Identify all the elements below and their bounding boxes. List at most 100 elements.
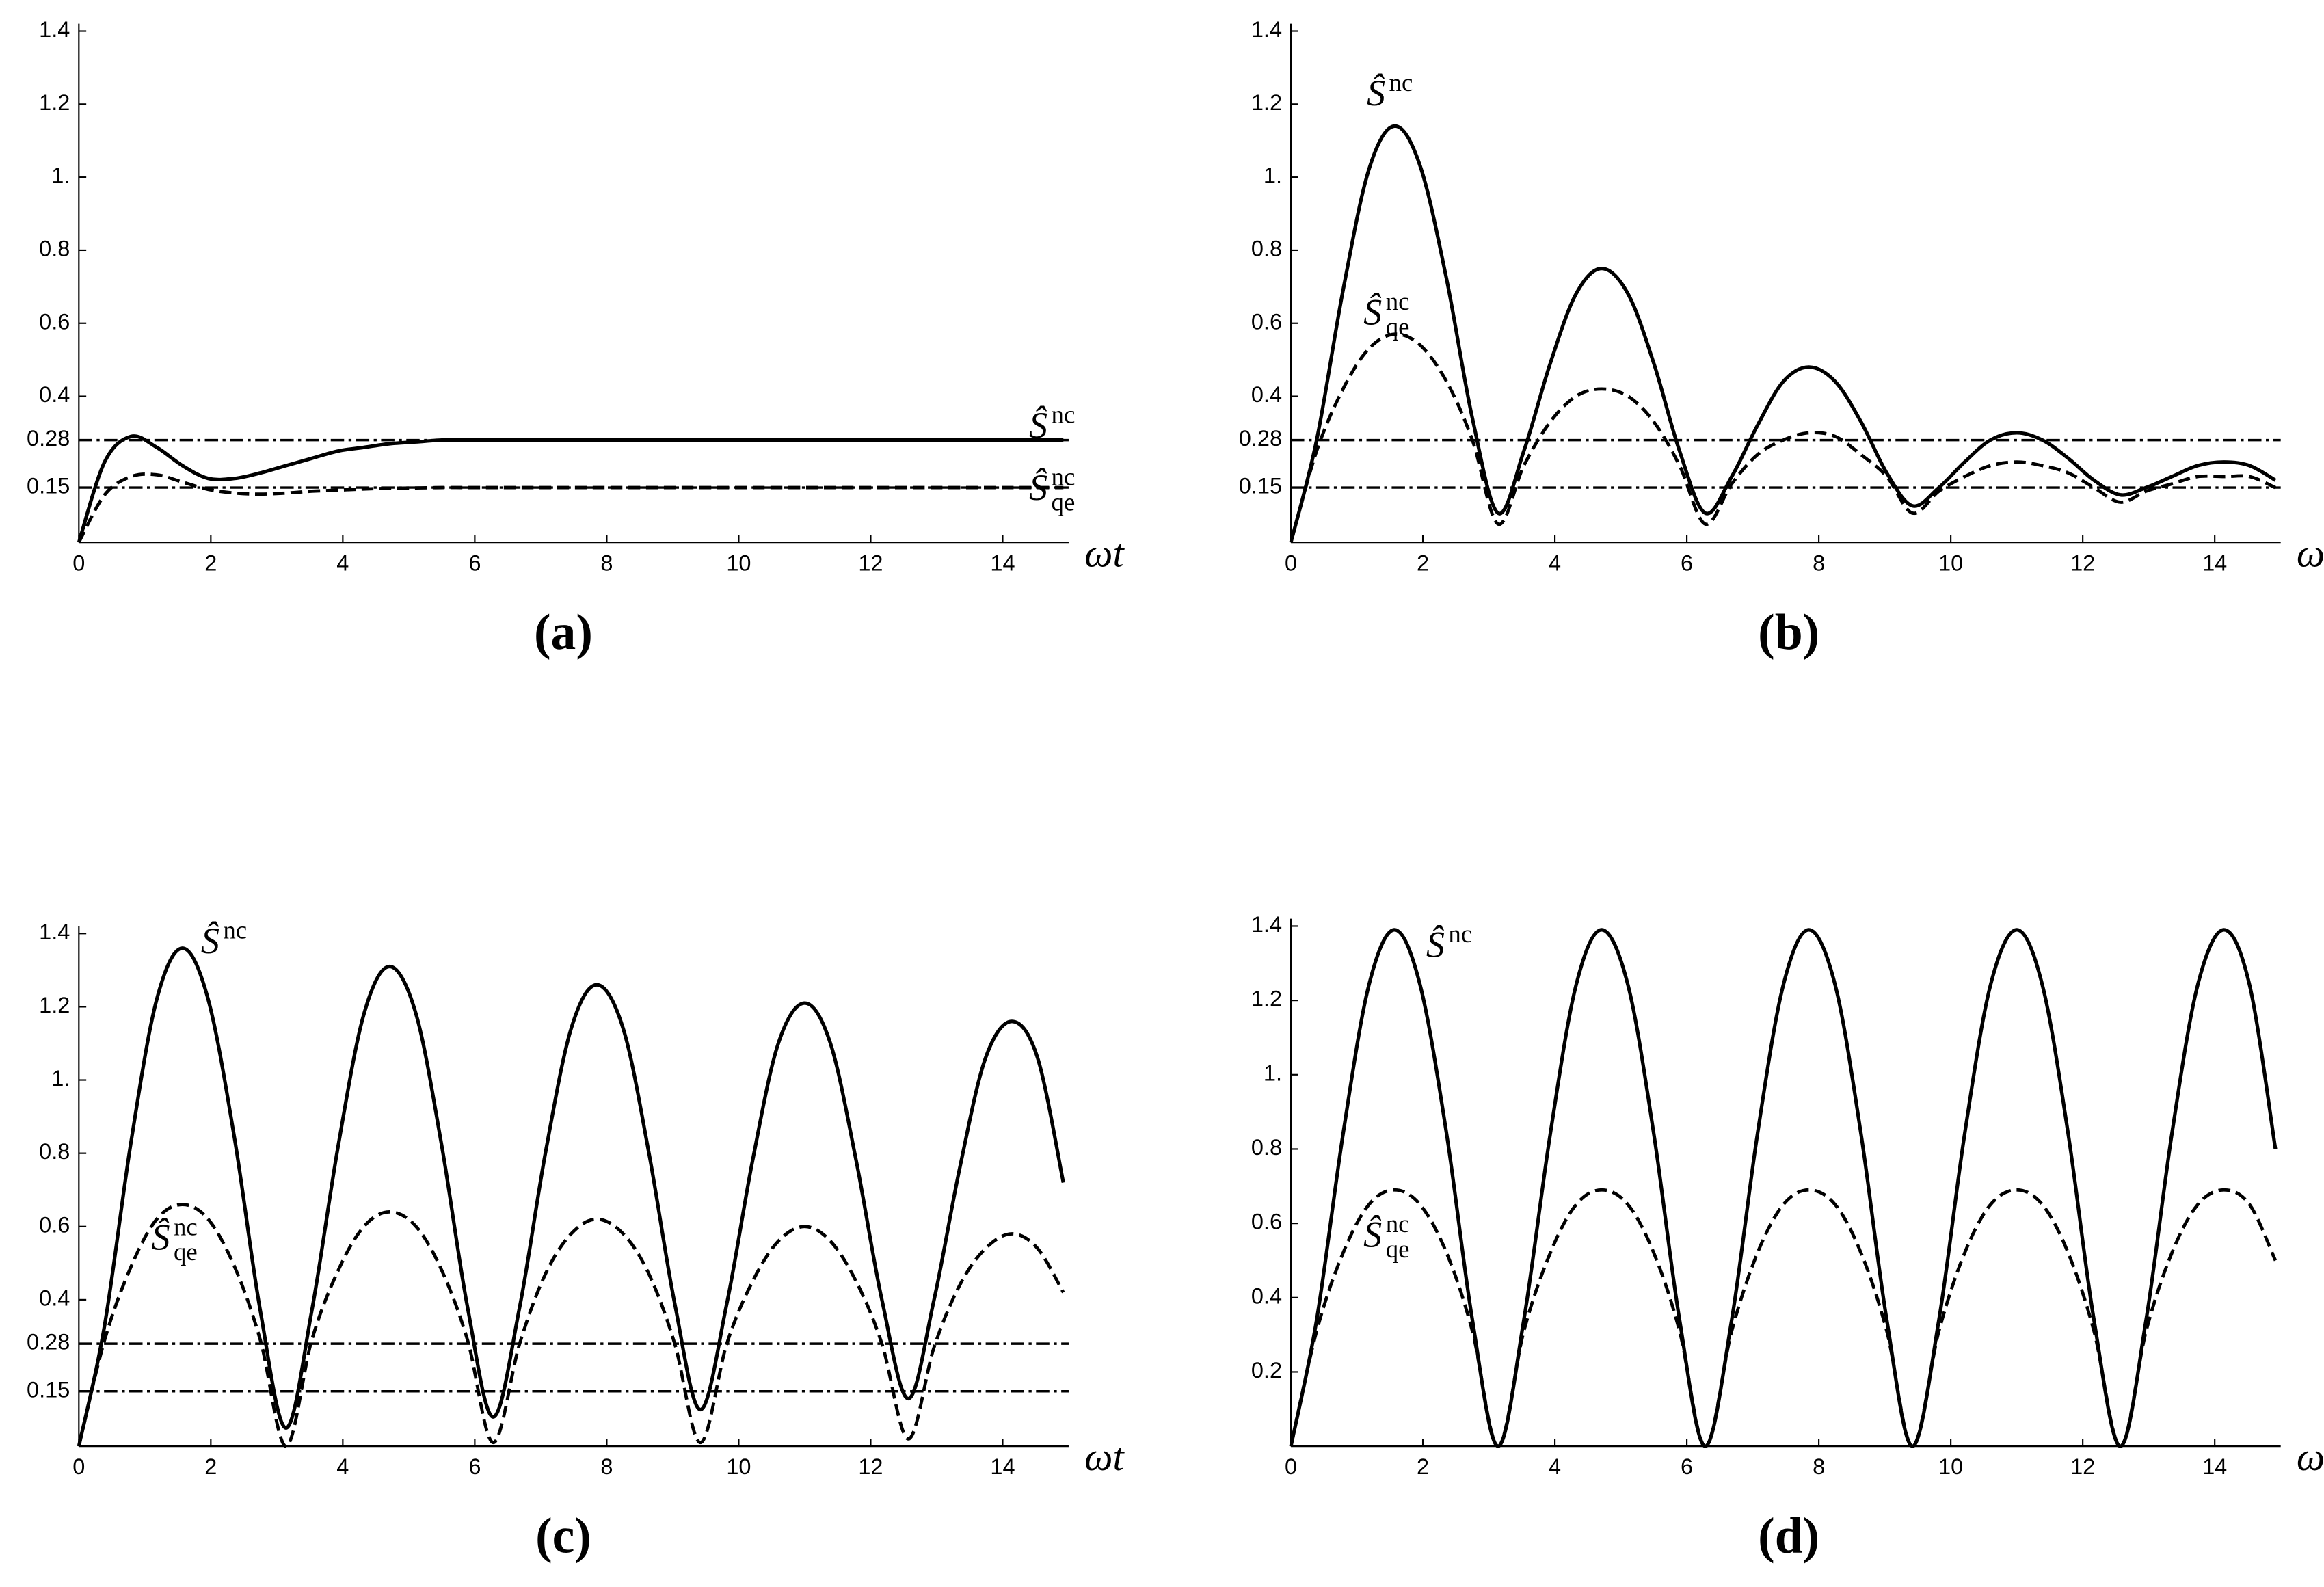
x-tick-label: 4 <box>1549 550 1561 575</box>
series-line <box>1289 124 2277 543</box>
x-tick-label: 10 <box>726 1454 751 1479</box>
x-tick-label: 6 <box>468 550 481 575</box>
x-tick-label: 0 <box>1285 1454 1297 1479</box>
annotation-sup: nc <box>1052 401 1076 429</box>
series-line <box>77 946 1065 1447</box>
panel: 0.20.40.60.81.1.21.402468101214ωt(d)ŜncŜ… <box>1251 912 2324 1564</box>
annotation-sup: nc <box>1386 287 1410 315</box>
x-tick-label: 12 <box>858 1454 883 1479</box>
series-line <box>77 434 1064 543</box>
y-tick-label: 1.4 <box>1251 912 1282 937</box>
x-axis-label: ωt <box>1084 1435 1125 1479</box>
y-tick-label: 1.4 <box>1251 17 1282 42</box>
annotation-sup: nc <box>223 916 247 944</box>
y-tick-label: 0.15 <box>27 1377 70 1402</box>
x-tick-label: 12 <box>858 550 883 575</box>
series-line <box>1289 928 2278 1448</box>
x-tick-label: 2 <box>204 550 217 575</box>
x-tick-label: 2 <box>1417 550 1429 575</box>
y-tick-label: 1. <box>1264 163 1282 188</box>
x-tick-label: 8 <box>1813 1454 1825 1479</box>
y-tick-label: 0.8 <box>39 237 70 261</box>
x-axis-label: ωt <box>1084 531 1125 575</box>
annotation: Ŝ <box>1363 292 1382 333</box>
y-tick-label: 0.28 <box>27 1330 70 1355</box>
y-tick-label: 0.6 <box>1251 1210 1282 1234</box>
series-line <box>77 472 1064 544</box>
y-tick-label: 1.4 <box>39 17 70 42</box>
annotation: Ŝ <box>1367 72 1385 114</box>
y-tick-label: 0.8 <box>39 1139 70 1164</box>
x-tick-label: 10 <box>1938 1454 1963 1479</box>
series-line <box>1289 1188 2278 1448</box>
x-axis-label: ωt <box>2297 1435 2324 1479</box>
annotation-sup: nc <box>1386 1210 1410 1238</box>
x-tick-label: 10 <box>1938 550 1963 575</box>
y-tick-label: 0.15 <box>27 474 70 498</box>
x-tick-label: 8 <box>600 1454 613 1479</box>
annotation-sub: qe <box>174 1238 198 1266</box>
x-tick-label: 8 <box>600 550 613 575</box>
annotation-sub: qe <box>1386 312 1410 341</box>
annotation-sup: nc <box>1448 920 1472 948</box>
x-tick-label: 12 <box>2070 1454 2095 1479</box>
x-tick-label: 14 <box>2202 1454 2227 1479</box>
y-tick-label: 1.2 <box>39 993 70 1017</box>
panel: 0.15 0.28 0.4 0.6 0.8 1. 1.2 1.4 0 2 4 6 8 10 12 14 ωt (c… <box>27 916 1125 1563</box>
x-tick-label: 8 <box>1813 550 1825 575</box>
panel-label: (b) <box>1758 604 1819 660</box>
y-tick-label: 1. <box>51 163 70 188</box>
y-tick-label: 0.4 <box>1251 382 1282 407</box>
x-tick-label: 12 <box>2070 550 2095 575</box>
y-tick-label: 0.4 <box>39 1285 70 1310</box>
x-tick-label: 6 <box>1681 550 1693 575</box>
series-line <box>77 1203 1065 1448</box>
x-axis-label: ωt <box>2297 531 2324 575</box>
y-tick-label: 0.2 <box>1251 1358 1282 1383</box>
panel-label: (d) <box>1758 1508 1819 1564</box>
x-tick-label: 14 <box>990 550 1015 575</box>
y-tick-label: 1. <box>51 1066 70 1091</box>
annotation: Ŝ <box>1029 405 1047 446</box>
y-tick-label: 0.28 <box>1239 426 1282 451</box>
x-tick-label: 0 <box>72 550 85 575</box>
y-tick-label: 0.8 <box>1251 1135 1282 1160</box>
annotation: Ŝ <box>1363 1214 1382 1255</box>
y-tick-label: 0.28 <box>27 426 70 451</box>
series-line <box>1289 332 2276 543</box>
panel-label: (c) <box>535 1508 591 1564</box>
annotation-sub: qe <box>1052 488 1076 516</box>
annotation: Ŝ <box>201 920 219 961</box>
y-tick-label: 1.2 <box>1251 987 1282 1011</box>
annotation: Ŝ <box>1029 467 1047 508</box>
annotation: Ŝ <box>1426 924 1445 965</box>
x-tick-label: 6 <box>1681 1454 1693 1479</box>
x-tick-label: 4 <box>336 1454 349 1479</box>
panel-label: (a) <box>534 604 593 660</box>
y-tick-label: 1.2 <box>1251 90 1282 115</box>
annotation-sup: nc <box>174 1212 198 1240</box>
annotation: Ŝ <box>151 1217 170 1258</box>
x-tick-label: 14 <box>2202 550 2227 575</box>
y-tick-label: 0.6 <box>39 1212 70 1237</box>
annotation-sub: qe <box>1386 1235 1410 1263</box>
x-tick-label: 10 <box>726 550 751 575</box>
x-tick-label: 0 <box>1285 550 1297 575</box>
y-tick-label: 0.4 <box>1251 1283 1282 1308</box>
y-tick-label: 0.6 <box>39 309 70 334</box>
x-tick-label: 4 <box>336 550 349 575</box>
y-tick-label: 0.4 <box>39 382 70 407</box>
panel: 0.15 0.28 0.4 0.6 0.8 1. 1.2 1.4 0 2 4 6 8 10 12 14 ωt (b… <box>1239 17 2324 660</box>
x-tick-label: 6 <box>468 1454 481 1479</box>
y-tick-label: 1.4 <box>39 920 70 944</box>
x-tick-label: 4 <box>1549 1454 1561 1479</box>
y-tick-label: 0.8 <box>1251 237 1282 261</box>
y-tick-label: 0.15 <box>1239 474 1282 498</box>
y-tick-label: 0.6 <box>1251 309 1282 334</box>
x-tick-label: 14 <box>990 1454 1015 1479</box>
x-tick-label: 2 <box>204 1454 217 1479</box>
annotation-sup: nc <box>1389 68 1413 96</box>
y-tick-label: 1. <box>1264 1061 1282 1085</box>
